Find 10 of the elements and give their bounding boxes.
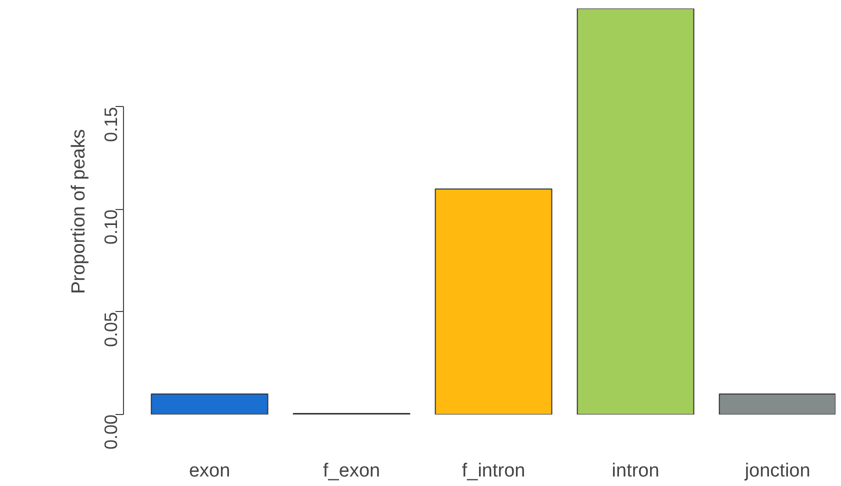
y-tick-label: 0.05 <box>101 312 121 348</box>
y-tick-label: 0.00 <box>101 414 121 450</box>
x-tick-label: f_exon <box>323 460 380 482</box>
x-tick-label: f_intron <box>462 460 526 482</box>
y-tick-label: 0.15 <box>101 106 121 142</box>
x-tick-label: exon <box>188 460 230 482</box>
x-tick-label: intron <box>612 460 660 482</box>
x-tick-label: jonction <box>744 460 810 482</box>
y-tick-label: 0.10 <box>101 209 121 244</box>
y-axis-title: Proportion of peaks <box>68 129 90 294</box>
